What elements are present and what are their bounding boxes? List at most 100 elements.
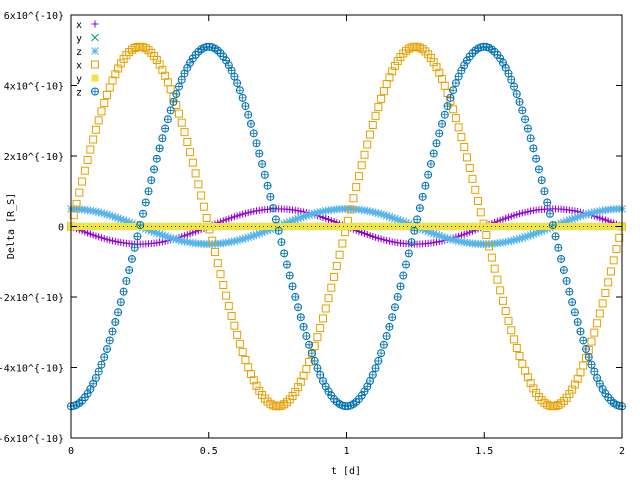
data-point <box>568 385 577 394</box>
data-point <box>300 323 308 331</box>
data-point <box>444 102 452 110</box>
data-point <box>236 86 244 94</box>
data-point <box>529 230 538 239</box>
data-point <box>368 121 377 130</box>
data-point <box>552 232 560 240</box>
data-point <box>443 234 452 243</box>
data-point <box>507 237 516 245</box>
data-point <box>382 211 391 220</box>
data-point <box>310 341 319 350</box>
data-point <box>128 255 136 263</box>
data-point <box>393 215 402 224</box>
y-axis: 6x10^{-10} 4x10^{-10} 2x10^{-10} 0 -2x10^{-1… <box>0 11 622 445</box>
data-point <box>402 261 410 269</box>
data-point <box>227 311 236 320</box>
data-point <box>255 229 264 238</box>
data-point <box>432 230 441 239</box>
data-point <box>507 76 515 84</box>
data-point <box>324 294 333 303</box>
data-point <box>150 228 158 236</box>
data-point <box>379 87 388 96</box>
data-point <box>233 330 242 339</box>
data-point <box>252 381 261 390</box>
data-point <box>222 291 231 300</box>
data-point <box>83 156 92 165</box>
data-point <box>89 207 98 215</box>
data-point <box>515 234 524 243</box>
data-point <box>435 231 444 240</box>
x-tick-label: 1 <box>343 446 349 457</box>
data-point <box>504 69 512 77</box>
data-point <box>310 209 319 218</box>
data-point <box>549 221 557 229</box>
data-point <box>512 343 521 352</box>
data-point <box>286 272 294 280</box>
data-point <box>255 386 264 395</box>
data-point <box>462 153 471 162</box>
data-point <box>319 207 327 216</box>
data-point <box>313 208 322 217</box>
data-point <box>269 204 277 212</box>
data-point <box>152 56 161 65</box>
data-point <box>388 313 396 321</box>
data-point <box>260 394 269 403</box>
data-point <box>532 229 541 238</box>
data-point <box>100 209 109 218</box>
data-point <box>247 232 255 241</box>
data-point <box>78 177 87 186</box>
data-point <box>410 227 418 235</box>
data-point <box>579 211 588 220</box>
data-point <box>180 237 189 246</box>
data-point <box>235 339 244 348</box>
data-point <box>524 232 532 240</box>
data-point <box>183 137 192 146</box>
data-point <box>266 193 274 201</box>
data-point <box>426 53 435 62</box>
data-point <box>199 202 208 211</box>
legend-label: z <box>76 88 82 99</box>
data-point <box>266 399 275 408</box>
data-point <box>363 206 372 215</box>
data-point <box>208 236 217 245</box>
data-point <box>263 226 272 235</box>
data-point <box>363 140 372 149</box>
series-z-open-circle <box>67 42 626 411</box>
data-point <box>233 236 241 245</box>
data-point <box>571 214 579 222</box>
data-point <box>421 47 430 56</box>
y-tick-label: -2x10^{-10} <box>0 293 64 304</box>
data-point <box>366 377 374 385</box>
data-point <box>390 61 399 70</box>
data-point <box>100 353 108 361</box>
data-point <box>590 328 599 337</box>
data-point <box>565 216 574 224</box>
data-point <box>228 67 236 75</box>
data-point <box>574 318 582 326</box>
data-point <box>521 366 530 375</box>
x-tick-label: 0 <box>68 446 74 457</box>
data-point <box>385 212 394 221</box>
series-x-open-square <box>67 42 626 411</box>
data-point <box>274 402 283 411</box>
data-point <box>111 318 119 326</box>
data-point <box>452 236 460 245</box>
data-point <box>385 323 393 331</box>
data-point <box>111 70 120 79</box>
data-point <box>357 161 366 170</box>
data-point <box>460 143 469 152</box>
data-point <box>516 98 524 106</box>
data-point <box>346 205 355 214</box>
data-point <box>249 231 258 240</box>
data-point <box>432 63 441 72</box>
data-point <box>156 144 164 152</box>
data-point <box>585 353 593 361</box>
data-point <box>89 135 98 144</box>
data-point <box>294 214 302 223</box>
data-point <box>523 373 532 382</box>
data-point <box>419 193 427 201</box>
data-point <box>272 215 280 223</box>
data-point <box>186 148 195 157</box>
data-point <box>213 259 222 268</box>
data-point <box>94 208 103 217</box>
data-point <box>532 155 540 163</box>
